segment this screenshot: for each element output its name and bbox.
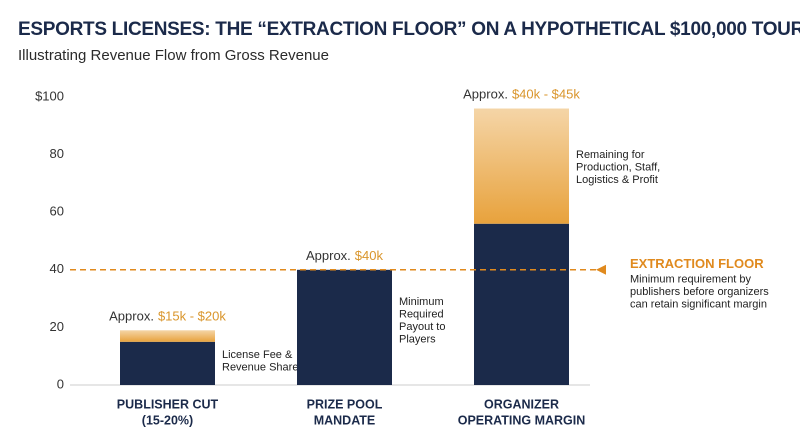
y-tick-label: 80 — [50, 146, 64, 161]
y-tick-label: 40 — [50, 261, 64, 276]
arrow-head — [596, 264, 606, 275]
chart-title: ESPORTS LICENSES: THE “EXTRACTION FLOOR”… — [18, 19, 800, 40]
bar-note: Players — [399, 333, 436, 345]
bar-segment — [297, 269, 392, 385]
bar-label-prefix: Approx. — [306, 248, 351, 263]
bar-note: License Fee & — [222, 349, 293, 361]
reference-note: can retain significant margin — [630, 299, 767, 311]
bar-note: Minimum — [399, 296, 444, 308]
bar-segment — [474, 108, 569, 224]
reference-note: publishers before organizers — [630, 286, 769, 298]
bar-note: Payout to — [399, 321, 445, 333]
x-tick-label: PRIZE POOL — [307, 397, 383, 411]
y-tick-label: $100 — [35, 88, 64, 103]
bar-segment — [120, 330, 215, 342]
bar-label-range: $15k - $20k — [158, 309, 226, 324]
bar-note: Required — [399, 308, 444, 320]
bar-segment — [474, 223, 569, 385]
x-tick-label: (15-20%) — [142, 413, 193, 427]
bar-label-range: $40k - $45k — [512, 87, 580, 102]
y-tick-label: 0 — [57, 376, 64, 391]
y-tick-label: 20 — [50, 319, 64, 334]
reference-note: Minimum requirement by — [630, 274, 752, 286]
bar-label-prefix: Approx. — [109, 309, 154, 324]
reference-label: EXTRACTION FLOOR — [630, 256, 764, 271]
bar-label-prefix: Approx. — [463, 87, 508, 102]
x-tick-label: MANDATE — [314, 413, 376, 427]
chart-subtitle: Illustrating Revenue Flow from Gross Rev… — [18, 47, 329, 64]
x-tick-label: ORGANIZER — [484, 397, 559, 411]
bar-label-range: $40k — [355, 248, 384, 263]
bar-note: Remaining for — [576, 149, 645, 161]
bar-label: Approx. $40k — [306, 248, 384, 263]
bar-note: Production, Staff, — [576, 161, 660, 173]
x-tick-label: OPERATING MARGIN — [458, 413, 586, 427]
bar-label: Approx. $15k - $20k — [109, 309, 226, 324]
bar-note: Logistics & Profit — [576, 174, 658, 186]
bar-note: Revenue Share — [222, 361, 298, 373]
bar-label: Approx. $40k - $45k — [463, 87, 580, 102]
bar-segment — [120, 341, 215, 385]
x-tick-label: PUBLISHER CUT — [117, 397, 219, 411]
y-tick-label: 60 — [50, 204, 64, 219]
